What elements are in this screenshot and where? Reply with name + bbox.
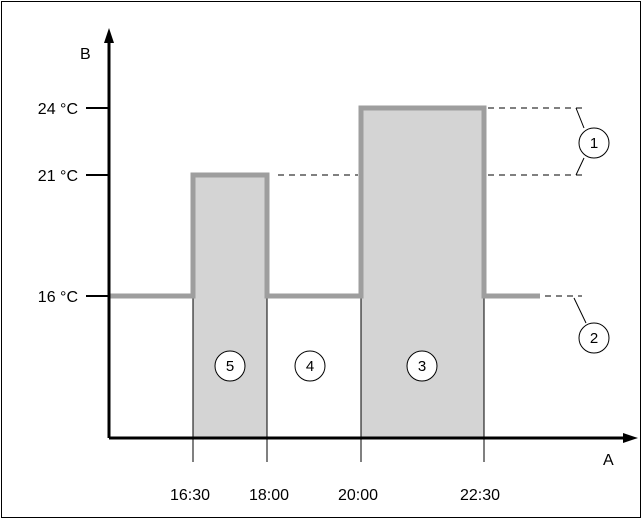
x-tick-label-16-30: 16:30 — [170, 487, 210, 504]
callout-5: 5 — [215, 351, 245, 381]
callout-3-number: 3 — [418, 358, 426, 375]
callout-4: 4 — [295, 351, 325, 381]
shaded-period-20-00-22-30 — [361, 108, 484, 438]
y-axis-arrow — [104, 28, 114, 43]
callout-1-number: 1 — [590, 135, 598, 152]
y-axis-label: B — [80, 46, 91, 63]
x-axis-label: A — [603, 452, 614, 469]
y-tick-label-21: 21 °C — [38, 168, 78, 185]
x-axis-arrow — [623, 433, 638, 443]
callout-5-number: 5 — [226, 358, 234, 375]
shaded-period-16-30-18-00 — [193, 175, 267, 438]
callout-1: 1 — [579, 128, 609, 158]
x-tick-label-18-00: 18:00 — [249, 487, 289, 504]
x-tick-label-22-30: 22:30 — [460, 487, 500, 504]
callout-2: 2 — [579, 323, 609, 353]
y-tick-label-16: 16 °C — [38, 289, 78, 306]
y-tick-label-24: 24 °C — [38, 101, 78, 118]
callout-2-number: 2 — [590, 330, 598, 347]
callout-2-leader — [574, 298, 586, 323]
callout-4-number: 4 — [306, 358, 314, 375]
x-tick-label-20-00: 20:00 — [338, 487, 378, 504]
callout-3: 3 — [407, 351, 437, 381]
